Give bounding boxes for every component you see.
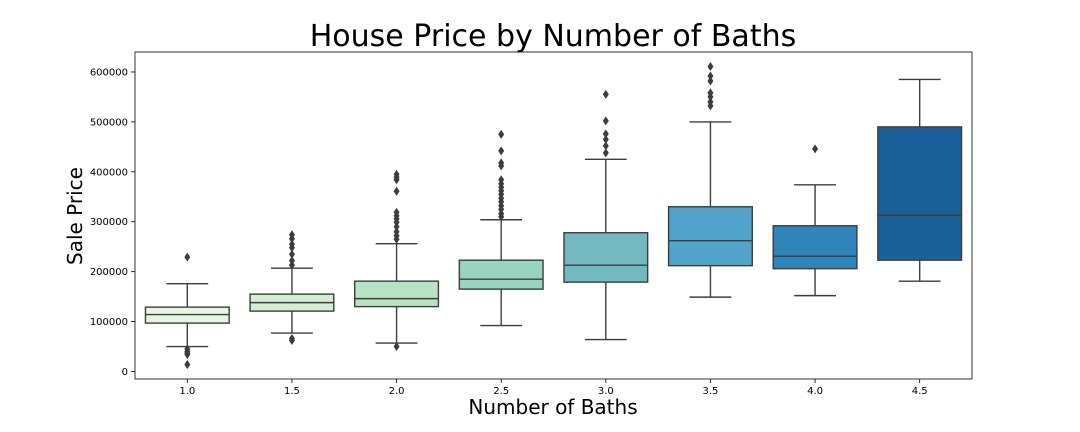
box-4.0 (772, 225, 858, 270)
chart-title: House Price by Number of Baths (310, 19, 796, 54)
box-3.0 (563, 232, 649, 283)
outlier-point (288, 260, 295, 270)
outlier-point (602, 134, 609, 144)
outlier-point (602, 116, 609, 126)
x-tick-label: 2.5 (493, 386, 509, 397)
x-tick-label: 4.0 (807, 386, 823, 397)
x-tick-label: 1.0 (179, 386, 195, 397)
x-tick-label: 1.5 (284, 386, 300, 397)
outlier-point (498, 146, 505, 156)
y-tick-label: 400000 (90, 167, 128, 178)
outlier-point (707, 92, 714, 102)
outlier-point (707, 71, 714, 81)
outlier-point (288, 249, 295, 259)
x-tick-label: 2.0 (389, 386, 405, 397)
outlier-point (602, 129, 609, 139)
y-tick-label: 200000 (90, 267, 128, 278)
outlier-point (184, 252, 191, 262)
box-3.5 (667, 206, 753, 267)
x-axis-label: Number of Baths (468, 395, 637, 419)
outlier-point (498, 129, 505, 139)
plot-frame (134, 51, 973, 380)
outlier-point (184, 360, 191, 370)
outlier-point (393, 234, 400, 244)
y-tick-label: 500000 (90, 117, 128, 128)
outlier-point (602, 148, 609, 158)
outlier-point (288, 336, 295, 346)
outlier-point (498, 161, 505, 171)
outlier-point (498, 212, 505, 222)
x-tick-label: 4.5 (912, 386, 928, 397)
y-tick-label: 100000 (90, 317, 128, 328)
outlier-point (393, 342, 400, 352)
outlier-point (707, 61, 714, 71)
y-tick-label: 600000 (90, 67, 128, 78)
plot-area: 0 100000 200000 300000 400000 500000 600000 1.0… (90, 51, 973, 397)
y-tick-label: 0 (122, 367, 128, 378)
x-tick-label: 3.5 (702, 386, 718, 397)
outlier-point (393, 175, 400, 185)
outlier-point (288, 243, 295, 253)
box-2.0 (354, 280, 440, 308)
outlier-point (602, 89, 609, 99)
outlier-point (812, 144, 819, 154)
y-tick-label: 300000 (90, 217, 128, 228)
outlier-point (602, 141, 609, 151)
outlier-point (393, 186, 400, 196)
outlier-point (288, 234, 295, 244)
box-2.5 (458, 259, 544, 290)
outlier-point (393, 222, 400, 232)
x-tick-label: 3.0 (598, 386, 614, 397)
y-axis-label: Sale Price (63, 167, 87, 265)
outlier-point (707, 101, 714, 111)
outlier-point (184, 350, 191, 360)
outlier-point (707, 76, 714, 86)
box-4.5 (877, 126, 963, 261)
